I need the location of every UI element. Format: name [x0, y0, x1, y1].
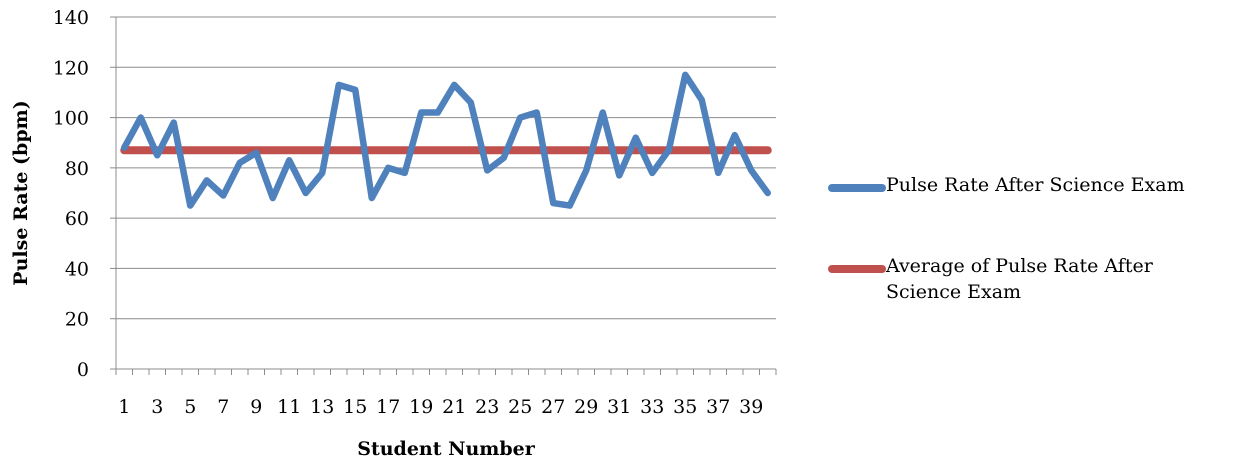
x-tick-label-13: 13 [310, 396, 334, 418]
x-tick-label-9: 9 [250, 396, 262, 418]
x-tick-label-19: 19 [409, 396, 433, 418]
y-tick-label-0: 0 [77, 359, 89, 381]
y-tick-label-40: 40 [65, 258, 89, 280]
y-tick-label-20: 20 [65, 309, 89, 331]
series-line-pulse-rate [121, 71, 771, 209]
x-axis-title: Student Number [357, 438, 536, 459]
x-tick-label-1: 1 [118, 396, 130, 418]
y-tick-label-140: 140 [53, 7, 89, 29]
x-tick-label-35: 35 [673, 396, 697, 418]
x-tick-label-31: 31 [607, 396, 631, 418]
x-tick-label-25: 25 [508, 396, 532, 418]
x-tick-label-17: 17 [376, 396, 400, 418]
y-tick-label-120: 120 [53, 57, 89, 79]
legend-label-pulse-rate: Pulse Rate After Science Exam [886, 174, 1185, 196]
legend-swatch-pulse-rate [828, 184, 886, 192]
x-tick-label-29: 29 [574, 396, 598, 418]
x-tick-label-7: 7 [217, 396, 229, 418]
legend-swatch-average [828, 265, 886, 273]
legend-label-average: Average of Pulse Rate After Science Exam [886, 255, 1153, 303]
legend-item-average: Average of Pulse Rate After Science Exam [828, 255, 1233, 305]
y-tick-label-100: 100 [53, 108, 89, 130]
x-tick-label-33: 33 [640, 396, 664, 418]
x-tick-label-21: 21 [442, 396, 466, 418]
x-tick-label-27: 27 [541, 396, 565, 418]
x-tick-label-39: 39 [739, 396, 763, 418]
x-tick-label-3: 3 [151, 396, 163, 418]
y-tick-label-60: 60 [65, 208, 89, 230]
x-tick-label-15: 15 [343, 396, 367, 418]
x-tick-label-37: 37 [706, 396, 730, 418]
y-tick-label-80: 80 [65, 158, 89, 180]
x-tick-label-23: 23 [475, 396, 499, 418]
x-tick-label-5: 5 [184, 396, 196, 418]
y-axis-title: Pulse Rate (bpm) [10, 100, 32, 285]
legend-item-pulse-rate: Pulse Rate After Science Exam [828, 174, 1233, 198]
x-tick-label-11: 11 [277, 396, 301, 418]
